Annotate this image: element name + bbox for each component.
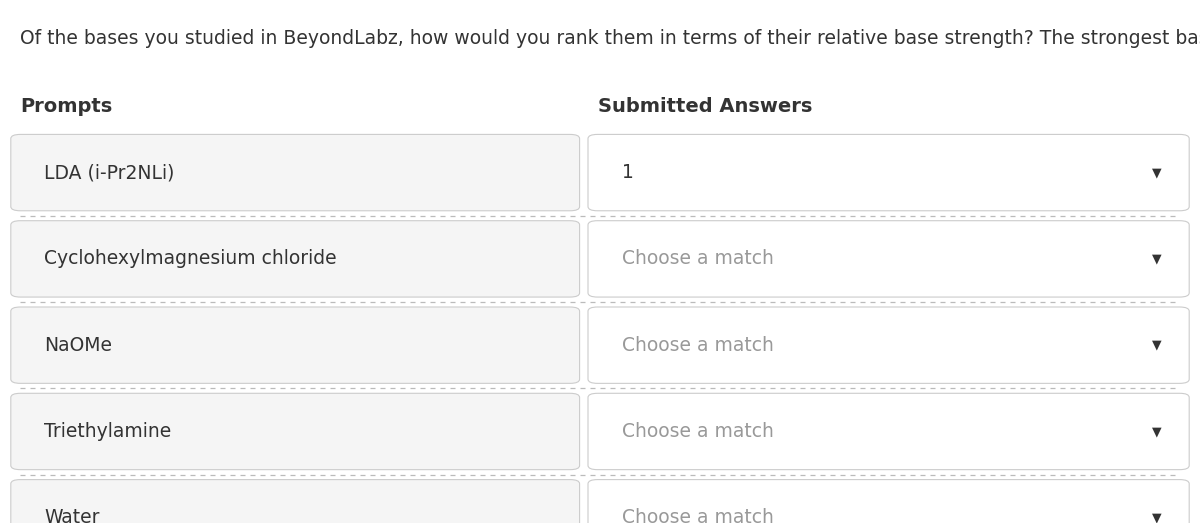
Text: Choose a match: Choose a match <box>622 249 774 268</box>
Text: Water: Water <box>44 508 100 523</box>
Text: ▼: ▼ <box>1152 425 1162 438</box>
Text: Triethylamine: Triethylamine <box>44 422 172 441</box>
Text: Cyclohexylmagnesium chloride: Cyclohexylmagnesium chloride <box>44 249 337 268</box>
Text: Submitted Answers: Submitted Answers <box>598 97 812 116</box>
Text: Choose a match: Choose a match <box>622 422 774 441</box>
FancyBboxPatch shape <box>11 221 580 297</box>
FancyBboxPatch shape <box>588 480 1189 523</box>
FancyBboxPatch shape <box>588 221 1189 297</box>
FancyBboxPatch shape <box>588 134 1189 211</box>
FancyBboxPatch shape <box>588 307 1189 383</box>
Text: ▼: ▼ <box>1152 339 1162 351</box>
Text: ▼: ▼ <box>1152 511 1162 523</box>
Text: ▼: ▼ <box>1152 253 1162 265</box>
FancyBboxPatch shape <box>11 480 580 523</box>
Text: NaOMe: NaOMe <box>44 336 113 355</box>
Text: Choose a match: Choose a match <box>622 508 774 523</box>
FancyBboxPatch shape <box>588 393 1189 470</box>
Text: Choose a match: Choose a match <box>622 336 774 355</box>
Text: 1: 1 <box>622 163 634 182</box>
FancyBboxPatch shape <box>11 134 580 211</box>
Text: ▼: ▼ <box>1152 166 1162 179</box>
FancyBboxPatch shape <box>11 393 580 470</box>
Text: Prompts: Prompts <box>20 97 113 116</box>
Text: LDA (i-Pr2NLi): LDA (i-Pr2NLi) <box>44 163 175 182</box>
FancyBboxPatch shape <box>11 307 580 383</box>
Text: Of the bases you studied in BeyondLabz, how would you rank them in terms of thei: Of the bases you studied in BeyondLabz, … <box>20 29 1200 48</box>
